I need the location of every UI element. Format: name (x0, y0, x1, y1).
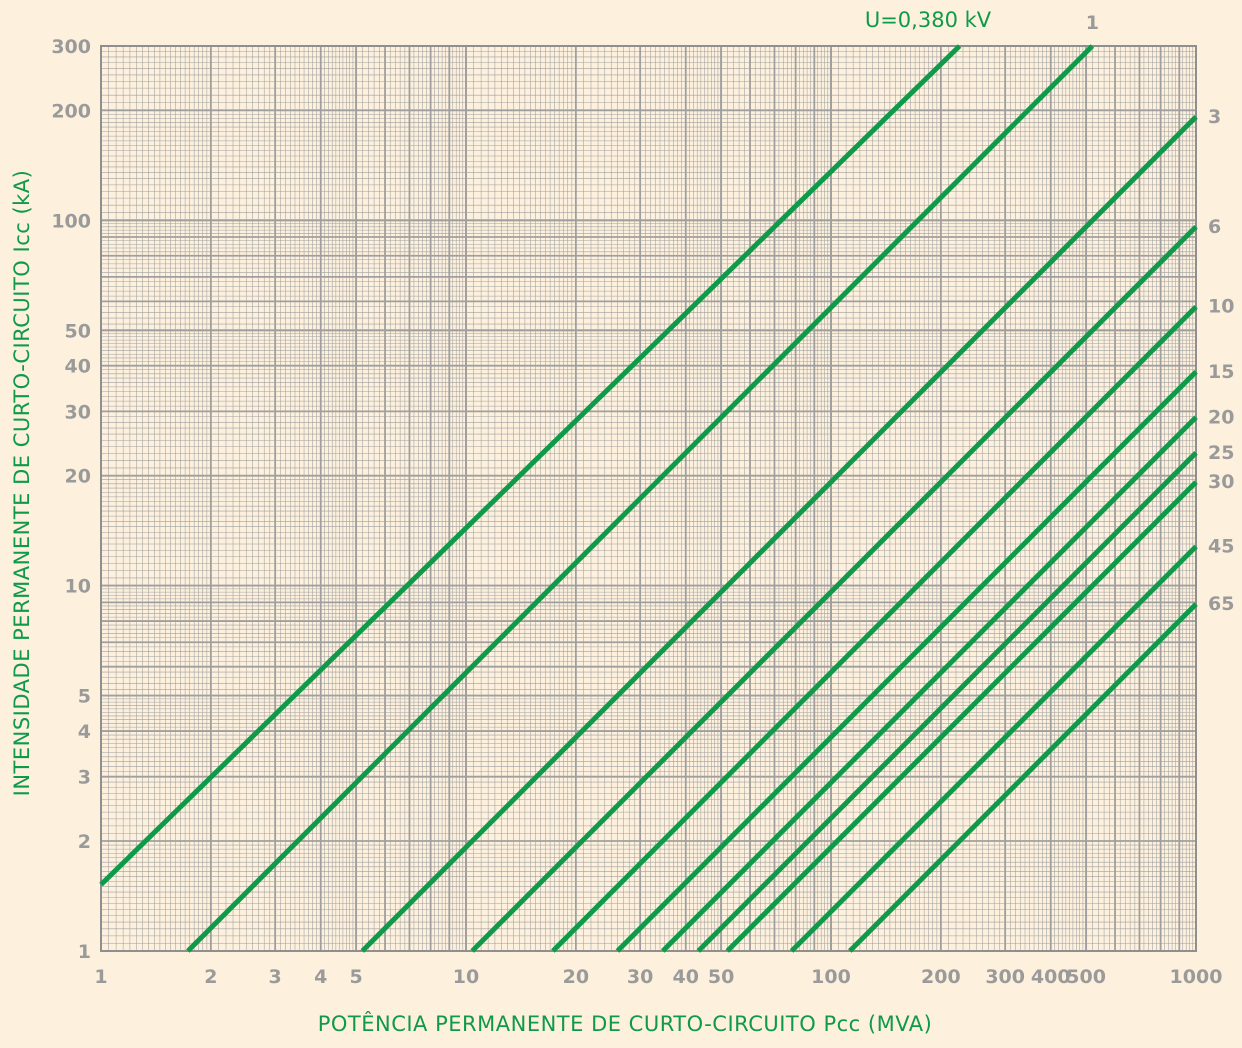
y-tick-label: 100 (51, 210, 91, 232)
series-line-10kv (551, 304, 1198, 953)
y-tick-label: 5 (78, 686, 91, 708)
x-tick-label: 1 (94, 966, 107, 988)
y-tick-label: 2 (78, 831, 91, 853)
voltage-label: 6 (1208, 216, 1221, 238)
voltage-title: U=0,380 kV (865, 8, 992, 32)
y-tick-label: 300 (51, 36, 91, 58)
series-line-45kv (789, 544, 1198, 953)
series-lines (99, 44, 1198, 953)
x-tick-label: 50 (708, 966, 734, 988)
x-tick-label: 300 (985, 966, 1025, 988)
series-line-6kv (470, 225, 1198, 953)
voltage-label: 10 (1208, 296, 1234, 318)
y-tick-label: 40 (65, 356, 91, 378)
y-tick-label: 10 (65, 576, 91, 598)
x-tick-label: 400 (1031, 966, 1071, 988)
voltage-label: 65 (1208, 593, 1234, 615)
x-tick-label: 40 (673, 966, 699, 988)
voltage-label: 15 (1208, 361, 1234, 383)
series-line-25kv (696, 451, 1198, 953)
x-tick-label: 100 (811, 966, 851, 988)
x-tick-label: 4 (314, 966, 327, 988)
x-tick-label: 200 (921, 966, 961, 988)
y-axis-title: INTENSIDADE PERMANENTE DE CURTO-CIRCUITO… (10, 170, 34, 797)
y-tick-label: 3 (78, 767, 91, 789)
voltage-labels: 1 3 6 10 15 20 25 30 45 65 (1086, 12, 1235, 615)
y-tick-label: 50 (65, 320, 91, 342)
x-tick-label: 10 (453, 966, 479, 988)
x-tick-label: 1000 (1170, 966, 1223, 988)
voltage-label: 25 (1208, 442, 1234, 464)
x-axis-title: POTÊNCIA PERMANENTE DE CURTO-CIRCUITO Pc… (318, 1011, 933, 1036)
y-tick-label: 1 (78, 941, 91, 963)
series-line-1kv (186, 44, 1095, 953)
plot-frame (100, 45, 1197, 952)
voltage-label: 20 (1208, 406, 1234, 428)
x-tick-label: 20 (563, 966, 589, 988)
y-tick-label: 200 (51, 100, 91, 122)
series-line-20kv (660, 415, 1198, 953)
series-line-65kv (848, 602, 1198, 953)
x-tick-label: 3 (269, 966, 282, 988)
voltage-label: 30 (1208, 471, 1234, 493)
y-tick-label: 30 (65, 401, 91, 423)
y-tick-labels: 1 2 3 4 5 10 20 30 40 50 100 200 300 (51, 36, 91, 963)
y-tick-label: 4 (78, 721, 91, 743)
voltage-label: 3 (1208, 106, 1221, 128)
x-tick-label: 5 (350, 966, 363, 988)
y-tick-label: 20 (65, 466, 91, 488)
x-tick-label: 2 (204, 966, 217, 988)
series-line-0-38kv (99, 44, 962, 887)
x-tick-label: 500 (1066, 966, 1106, 988)
voltage-label: 45 (1208, 535, 1234, 557)
x-tick-label: 30 (627, 966, 653, 988)
series-line-30kv (725, 480, 1198, 953)
series-line-15kv (615, 369, 1198, 953)
series-line-3kv (360, 115, 1198, 953)
voltage-label: 1 (1086, 12, 1099, 34)
